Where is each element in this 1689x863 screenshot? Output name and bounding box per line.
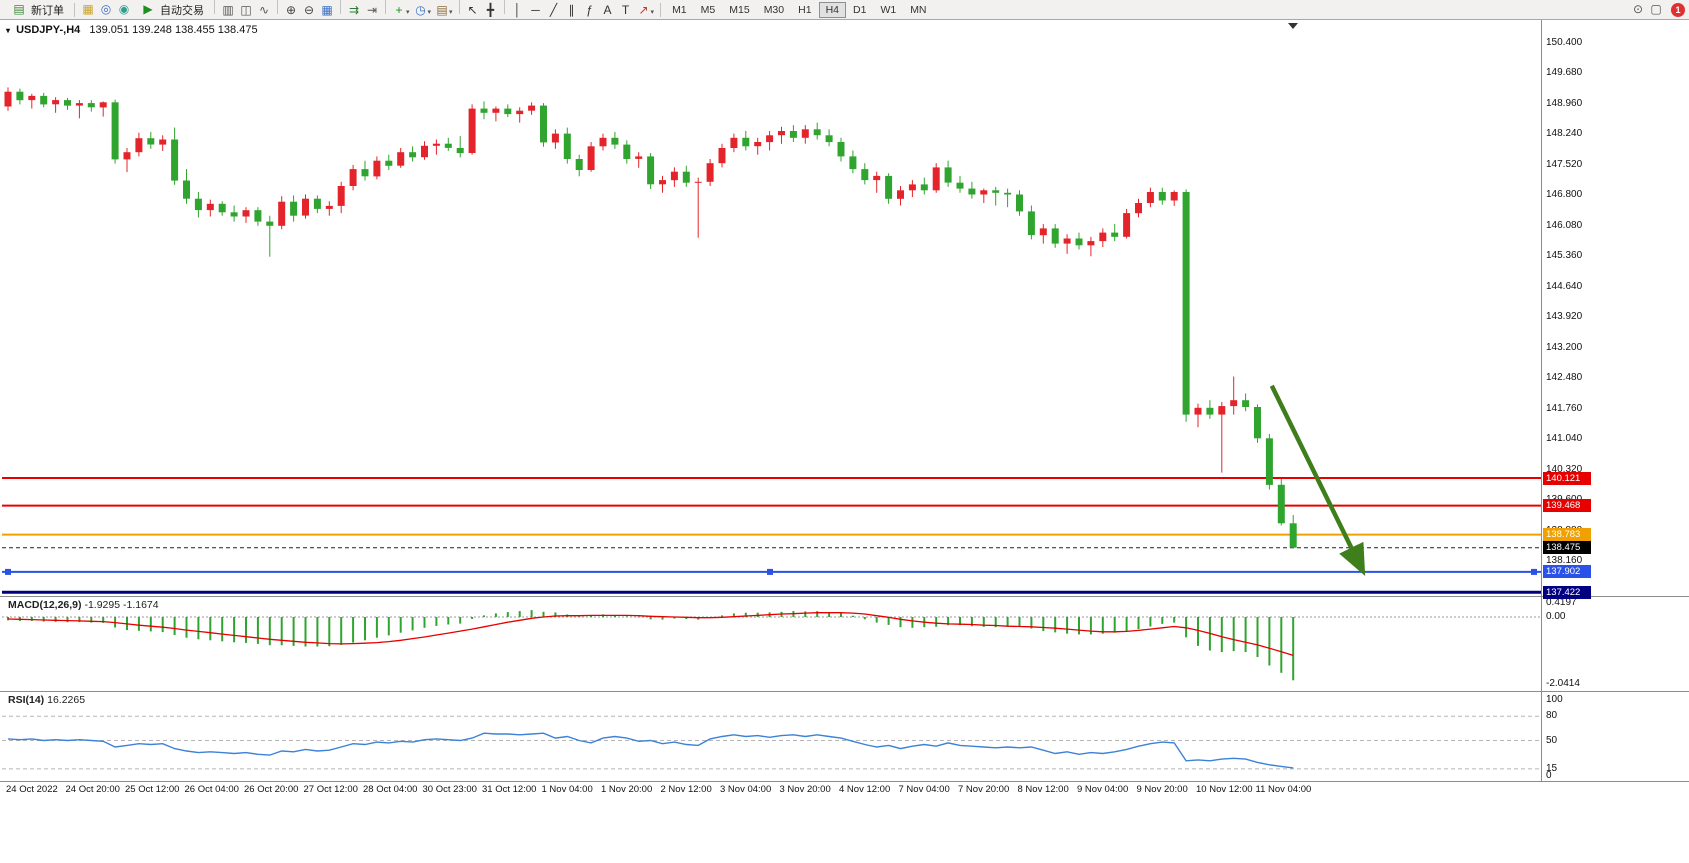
timeframe-buttons: M1 M5 M15 M30 H1 H4 D1 W1 MN <box>665 1 933 18</box>
line-chart-icon[interactable]: ∿ <box>258 3 270 17</box>
profiles-icon[interactable]: ▦ <box>82 2 94 16</box>
toolbar-separator <box>385 0 386 14</box>
toolbar-right-icons: ⊙ ▢ <box>1629 1 1665 18</box>
periods-icon[interactable]: ◷ <box>415 3 426 17</box>
timeframe-button-d1[interactable]: D1 <box>853 3 867 16</box>
rsi-label: RSI(14) 16.2265 <box>8 694 85 706</box>
crosshair-icon[interactable]: ╋ <box>486 3 495 17</box>
indicators-icon[interactable]: + <box>395 3 403 17</box>
toolbar-separator <box>74 2 75 17</box>
zoom-out-icon[interactable]: ⊖ <box>303 3 315 17</box>
zoom-in-icon[interactable]: ⊕ <box>285 3 297 17</box>
toolbar-left-icons: ▦ ◎ ◉ <box>79 1 133 18</box>
autoscroll-icon[interactable]: ⇉ <box>348 3 360 17</box>
vertical-line-icon[interactable]: │ <box>513 3 522 17</box>
dropdown-caret-icon[interactable]: ▾ <box>449 9 453 16</box>
tile-windows-icon[interactable]: ▦ <box>321 3 333 17</box>
timeframe-button-m1[interactable]: M1 <box>672 3 687 16</box>
new-order-button[interactable]: ▤ 新订单 <box>4 1 70 18</box>
chart-ohlc-values: 139.051 139.248 138.455 138.475 <box>89 24 258 36</box>
toolbar-separator <box>340 0 341 14</box>
fibonacci-icon[interactable]: ƒ <box>586 3 593 17</box>
community-icon[interactable]: ◉ <box>118 2 130 16</box>
candlestick-icon[interactable]: ◫ <box>240 3 252 17</box>
timeframe-button-h4[interactable]: H4 <box>818 1 846 18</box>
market-icon[interactable]: ◎ <box>100 2 112 16</box>
macd-name: MACD(12,26,9) <box>8 599 82 611</box>
horizontal-line-icon[interactable]: ─ <box>531 3 540 17</box>
macd-values: -1.9295 -1.1674 <box>84 599 159 611</box>
chart-symbol-period: USDJPY-,H4 <box>16 24 81 36</box>
rsi-value: 16.2265 <box>47 694 86 706</box>
channel-icon[interactable]: ∥ <box>568 3 575 17</box>
dropdown-caret-icon[interactable]: ▾ <box>427 9 432 16</box>
macd-label: MACD(12,26,9) -1.9295 -1.1674 <box>8 599 159 611</box>
cursor-icon[interactable]: ↖ <box>467 3 478 17</box>
toolbar-separator <box>503 0 505 14</box>
new-order-icon: ▤ <box>13 2 25 16</box>
toolbar-separator <box>458 0 460 14</box>
bar-chart-icon[interactable]: ▥ <box>222 3 234 17</box>
autotrade-button[interactable]: ▶ 自动交易 <box>133 1 210 18</box>
dropdown-caret-icon[interactable]: ▾ <box>650 9 655 16</box>
timeframe-button-m30[interactable]: M30 <box>763 3 785 16</box>
templates-icon[interactable]: ▤ <box>436 3 448 17</box>
rsi-name: RSI(14) <box>8 694 45 706</box>
timeframe-button-m5[interactable]: M5 <box>700 3 716 16</box>
autotrade-icon: ▶ <box>143 2 153 16</box>
toolbar-separator <box>660 2 662 17</box>
chart-title: ▾ USDJPY-,H4 139.051 139.248 138.455 138… <box>6 24 258 36</box>
timeframe-button-w1[interactable]: W1 <box>880 3 897 16</box>
price-axis-line <box>1541 20 1542 781</box>
chart-shift-icon[interactable]: ⇥ <box>366 3 378 17</box>
notification-badge[interactable]: 1 <box>1671 2 1685 17</box>
toolbar: ▤ 新订单 ▦ ◎ ◉ ▶ 自动交易 ▥ ◫ ∿ ⊕ ⊖ ▦ ⇉ ⇥ + ▾ ◷ ▾ ▤▾ ↖ ╋ │ ─ ╱ ∥ ƒ A T… <box>0 0 1689 20</box>
timeframe-button-m15[interactable]: M15 <box>729 3 750 16</box>
text-icon[interactable]: A <box>603 3 612 17</box>
dropdown-caret-icon[interactable]: ▾ <box>406 9 410 16</box>
time-axis-separator <box>0 781 1689 782</box>
trendline-icon[interactable]: ╱ <box>549 3 558 17</box>
macd-panel-separator[interactable] <box>0 596 1689 597</box>
timeframe-button-h1[interactable]: H1 <box>798 3 812 16</box>
text-label-icon[interactable]: T <box>621 3 630 17</box>
timeframe-button-mn[interactable]: MN <box>910 3 927 16</box>
toolbar-separator <box>214 0 215 14</box>
autotrade-label: 自动交易 <box>160 4 204 17</box>
search-icon[interactable]: ⊙ <box>1632 2 1644 16</box>
chart-dropdown-icon[interactable]: ▾ <box>6 26 11 35</box>
new-order-label: 新订单 <box>31 4 64 17</box>
toolbar-right: ⊙ ▢ 1 <box>1629 1 1685 18</box>
arrows-icon[interactable]: ↗ <box>638 3 649 17</box>
chat-icon[interactable]: ▢ <box>1650 2 1662 16</box>
toolbar-separator <box>277 0 278 14</box>
rsi-panel-separator[interactable] <box>0 691 1689 692</box>
toolbar-main-icons: ▥ ◫ ∿ ⊕ ⊖ ▦ ⇉ ⇥ + ▾ ◷ ▾ ▤▾ ↖ ╋ │ ─ ╱ ∥ ƒ A T ↗ ▾ <box>210 0 656 19</box>
